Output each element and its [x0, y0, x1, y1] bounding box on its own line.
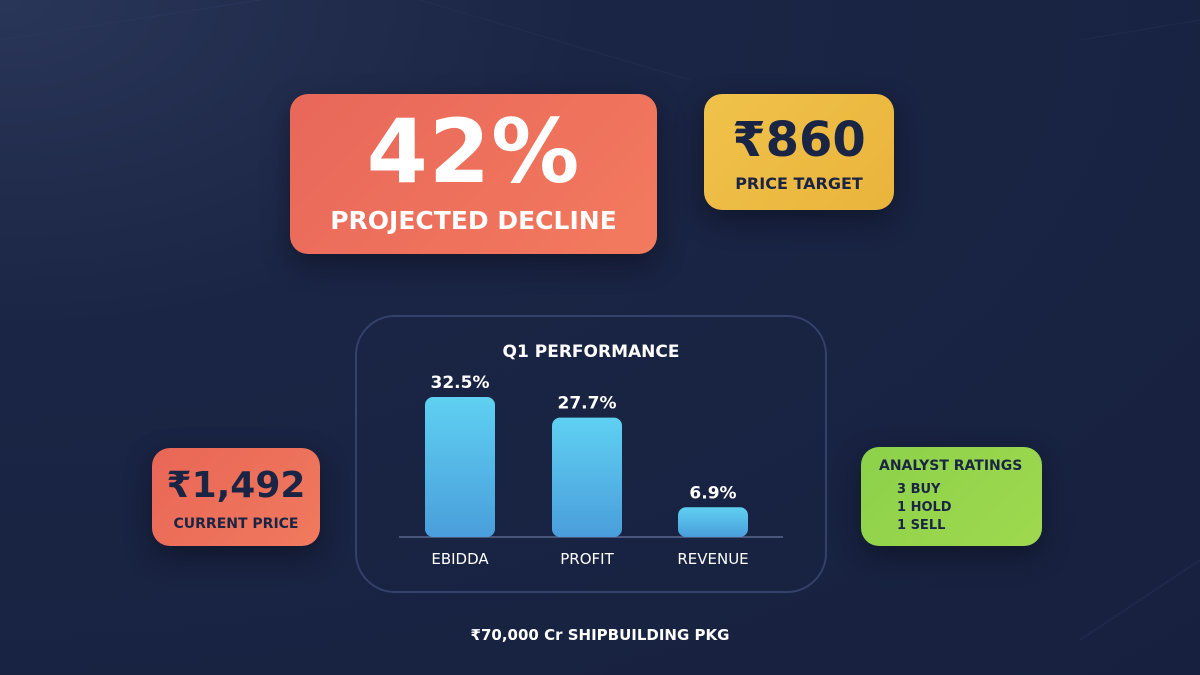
bar-ebidda — [425, 397, 495, 537]
rating-buy: 3 BUY — [897, 482, 941, 497]
projected-decline-label: PROJECTED DECLINE — [330, 206, 617, 235]
analyst-ratings-title: ANALYST RATINGS — [879, 458, 1023, 474]
chart-panel — [355, 315, 827, 593]
bar-profit — [552, 417, 622, 537]
analyst-ratings-card: ANALYST RATINGS 3 BUY 1 HOLD 1 SELL — [861, 447, 1042, 546]
projected-decline-value: 42% — [366, 100, 581, 203]
rating-hold: 1 HOLD — [897, 500, 952, 515]
rating-sell: 1 SELL — [897, 518, 946, 533]
current-price-card: ₹1,492 CURRENT PRICE — [152, 448, 320, 546]
bar-value-label: 32.5% — [431, 373, 490, 393]
chart-title: Q1 PERFORMANCE — [503, 342, 680, 362]
current-price-label: CURRENT PRICE — [173, 516, 299, 532]
price-target-label: PRICE TARGET — [735, 174, 863, 193]
price-target-card: ₹860 PRICE TARGET — [704, 94, 894, 210]
current-price-value: ₹1,492 — [166, 465, 306, 506]
footer-note: ₹70,000 Cr SHIPBUILDING PKG — [470, 626, 730, 644]
category-label: REVENUE — [677, 550, 748, 568]
bar-revenue — [678, 507, 748, 537]
price-target-value: ₹860 — [732, 112, 866, 168]
bar-value-label: 6.9% — [689, 483, 736, 503]
q1-performance-chart: Q1 PERFORMANCE 32.5% EBIDDA 27.7% PROFIT 6.9… — [399, 342, 783, 568]
projected-decline-card: 42% PROJECTED DECLINE — [290, 94, 657, 254]
category-label: PROFIT — [560, 550, 614, 568]
bar-value-label: 27.7% — [558, 394, 617, 414]
category-label: EBIDDA — [431, 550, 489, 568]
